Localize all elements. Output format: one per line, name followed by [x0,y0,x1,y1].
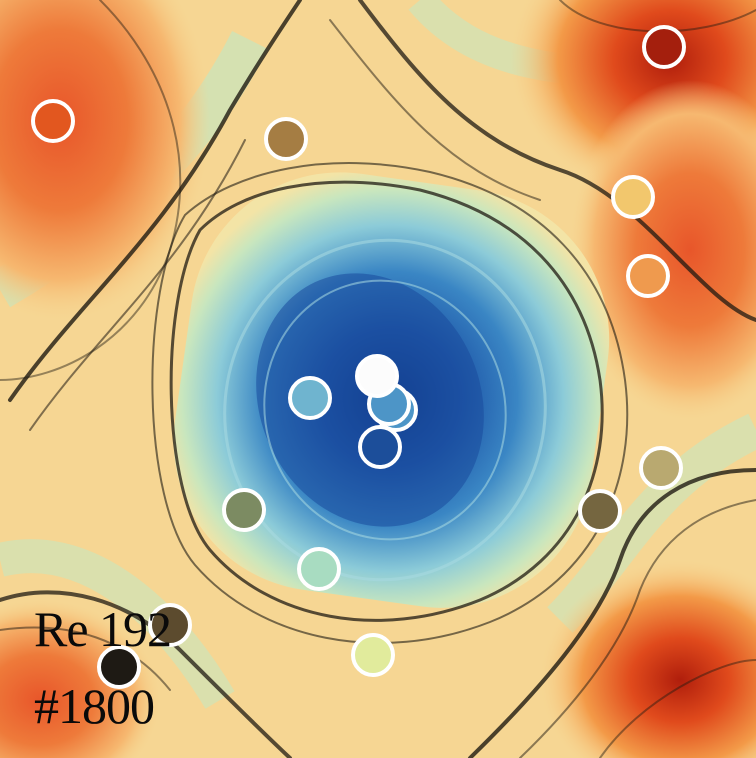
marker-14 [148,603,192,647]
marker-5 [626,254,670,298]
marker-8 [288,376,332,420]
marker-2 [31,99,75,143]
marker-15 [97,645,141,689]
marker-1 [642,25,686,69]
reynolds-number-label: Re 192 [34,601,172,657]
marker-11 [578,489,622,533]
marker-12 [222,488,266,532]
marker-3 [264,117,308,161]
marker-10 [639,446,683,490]
marker-9 [358,425,402,469]
marker-13 [297,547,341,591]
marker-4 [611,175,655,219]
marker-6 [355,354,399,398]
marker-16 [351,633,395,677]
frame-number-label: #1800 [34,678,155,734]
